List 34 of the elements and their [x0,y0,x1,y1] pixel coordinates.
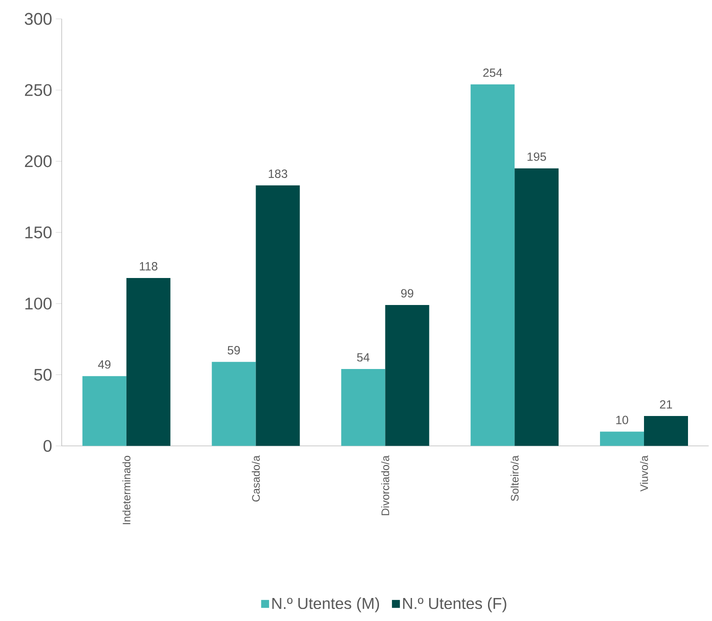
y-tick-label: 200 [24,155,52,168]
bar [644,416,688,446]
data-label: 59 [228,346,240,354]
x-tick-label: Indeterminado [122,456,130,524]
y-tick-label: 100 [25,298,52,310]
legend-label: N.º Utentes (F) [403,597,506,612]
legend-label: N.º Utentes (M) [272,597,379,612]
data-label: 21 [660,400,672,408]
bar [514,168,559,446]
data-label: 183 [268,169,288,178]
bar [600,432,644,446]
bar [470,84,515,446]
x-tick-label: Casado/a [252,455,260,502]
x-tick-label: Divorciado/a [381,455,390,516]
x-tick-label: Solteiro/a [510,455,519,501]
data-label: 49 [98,360,110,369]
y-tick-label: 0 [44,440,52,452]
bar [385,304,430,446]
y-tick-label: 50 [34,368,52,381]
data-label: 254 [483,68,502,77]
y-tick-label: 250 [24,84,52,96]
bar [341,369,386,446]
bar [256,185,300,446]
data-label: 10 [616,416,628,424]
bar [212,362,256,446]
data-label: 195 [528,152,546,161]
data-label: 99 [401,289,414,298]
bar [82,376,126,446]
y-tick-label: 150 [25,226,52,238]
data-label: 118 [140,262,158,270]
bar [126,278,170,446]
y-tick-label: 300 [24,12,52,25]
x-tick-label: Viuvo/a [640,455,648,492]
data-label: 54 [357,353,370,362]
